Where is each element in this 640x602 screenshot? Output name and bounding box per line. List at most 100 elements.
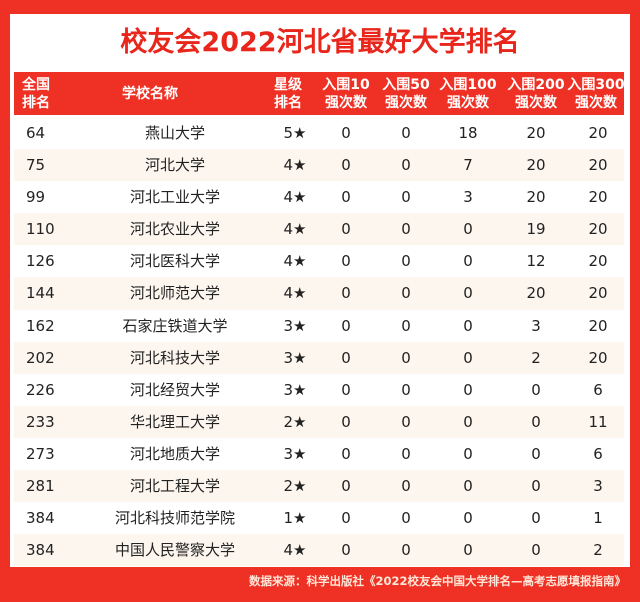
cell-t100: 0 xyxy=(463,380,473,399)
cell-t300: 20 xyxy=(588,348,608,367)
cell-t50: 0 xyxy=(401,477,411,496)
cell-t50: 0 xyxy=(401,380,411,399)
cell-name: 河北工业大学 xyxy=(129,188,220,207)
cell-t50: 0 xyxy=(401,316,411,335)
cell-t10: 0 xyxy=(341,156,351,175)
cell-name: 中国人民警察大学 xyxy=(114,541,235,560)
table-row: 64 燕山大学 5★ 0 0 18 20 20 xyxy=(14,117,624,149)
cell-t300: 20 xyxy=(588,188,608,207)
cell-t10: 0 xyxy=(341,541,351,560)
cell-stars: 3★ xyxy=(283,348,307,367)
cell-stars: 3★ xyxy=(283,316,307,335)
cell-t200: 20 xyxy=(526,188,546,207)
header-top300: 入围300 强次数 xyxy=(567,76,625,111)
header-top200: 入围200 强次数 xyxy=(507,76,565,111)
cell-t10: 0 xyxy=(341,444,351,463)
cell-t50: 0 xyxy=(401,284,411,303)
cell-stars: 1★ xyxy=(283,509,307,528)
cell-rank: 202 xyxy=(26,348,55,367)
cell-t200: 0 xyxy=(531,509,541,528)
table-row: 384 中国人民警察大学 4★ 0 0 0 0 2 xyxy=(14,534,624,567)
cell-t300: 6 xyxy=(593,380,603,399)
cell-t200: 0 xyxy=(531,477,541,496)
cell-rank: 384 xyxy=(26,509,55,528)
cell-stars: 4★ xyxy=(283,188,307,207)
cell-t200: 3 xyxy=(531,316,541,335)
cell-t200: 2 xyxy=(531,348,541,367)
cell-t300: 6 xyxy=(593,444,603,463)
cell-rank: 226 xyxy=(26,380,55,399)
table-row: 110 河北农业大学 4★ 0 0 0 19 20 xyxy=(14,213,624,246)
header-stars: 星级 排名 xyxy=(274,76,302,111)
cell-rank: 75 xyxy=(26,156,46,175)
cell-stars: 4★ xyxy=(283,541,307,560)
cell-rank: 64 xyxy=(26,124,46,142)
cell-t10: 0 xyxy=(341,252,351,271)
cell-stars: 4★ xyxy=(283,220,307,239)
cell-t300: 20 xyxy=(588,252,608,271)
cell-t50: 0 xyxy=(401,188,411,207)
cell-name: 河北师范大学 xyxy=(129,284,220,303)
cell-stars: 3★ xyxy=(283,380,307,399)
cell-t100: 0 xyxy=(463,284,473,303)
cell-t50: 0 xyxy=(401,444,411,463)
table-row: 281 河北工程大学 2★ 0 0 0 0 3 xyxy=(14,470,624,503)
cell-stars: 4★ xyxy=(283,156,307,175)
ranking-card: 校友会2022河北省最好大学排名 全国 排名 学校名称 星级 排名 入围10 强… xyxy=(10,14,630,567)
cell-t100: 0 xyxy=(463,348,473,367)
table-row: 226 河北经贸大学 3★ 0 0 0 0 6 xyxy=(14,374,624,406)
cell-t100: 0 xyxy=(463,541,473,560)
cell-t50: 0 xyxy=(401,509,411,528)
cell-t300: 20 xyxy=(588,220,608,239)
cell-t10: 0 xyxy=(341,412,351,431)
cell-name: 河北科技师范学院 xyxy=(114,509,235,528)
cell-t200: 12 xyxy=(526,252,546,271)
header-rank: 全国 排名 xyxy=(22,76,50,111)
header-name: 学校名称 xyxy=(122,85,178,102)
cell-t300: 20 xyxy=(588,316,608,335)
cell-rank: 233 xyxy=(26,412,55,431)
cell-t200: 0 xyxy=(531,541,541,560)
data-source: 数据来源：科学出版社《2022校友会中国大学排名—高考志愿填报指南》 xyxy=(248,574,626,588)
cell-t10: 0 xyxy=(341,124,351,142)
cell-t100: 7 xyxy=(463,156,473,175)
table-row: 233 华北理工大学 2★ 0 0 0 0 11 xyxy=(14,405,624,438)
cell-rank: 162 xyxy=(26,316,55,335)
cell-t100: 0 xyxy=(463,509,473,528)
cell-t10: 0 xyxy=(341,509,351,528)
cell-t300: 20 xyxy=(588,156,608,175)
cell-t50: 0 xyxy=(401,541,411,560)
cell-t300: 20 xyxy=(588,124,608,142)
cell-t300: 1 xyxy=(593,509,603,528)
cell-name: 河北大学 xyxy=(144,156,205,175)
cell-t100: 3 xyxy=(463,188,473,207)
cell-rank: 384 xyxy=(26,541,55,560)
table-row: 384 河北科技师范学院 1★ 0 0 0 0 1 xyxy=(14,502,624,534)
cell-stars: 5★ xyxy=(283,124,307,142)
cell-t100: 0 xyxy=(463,477,473,496)
cell-t100: 18 xyxy=(458,124,478,142)
cell-t200: 19 xyxy=(526,220,546,239)
cell-t200: 0 xyxy=(531,380,541,399)
cell-rank: 273 xyxy=(26,444,55,463)
cell-t10: 0 xyxy=(341,316,351,335)
cell-name: 河北地质大学 xyxy=(129,444,220,463)
cell-t300: 20 xyxy=(588,284,608,303)
table-row: 99 河北工业大学 4★ 0 0 3 20 20 xyxy=(14,181,624,213)
table-header: 全国 排名 学校名称 星级 排名 入围10 强次数 入围50 强次数 入围100… xyxy=(14,72,625,115)
cell-t200: 20 xyxy=(526,124,546,142)
cell-t10: 0 xyxy=(341,348,351,367)
cell-t100: 0 xyxy=(463,412,473,431)
cell-t100: 0 xyxy=(463,444,473,463)
cell-name: 河北农业大学 xyxy=(129,220,220,239)
cell-rank: 126 xyxy=(26,252,55,271)
cell-rank: 110 xyxy=(26,220,55,239)
table-row: 126 河北医科大学 4★ 0 0 0 12 20 xyxy=(14,245,624,277)
cell-t50: 0 xyxy=(401,412,411,431)
cell-t300: 3 xyxy=(593,477,603,496)
cell-t100: 0 xyxy=(463,252,473,271)
cell-t50: 0 xyxy=(401,348,411,367)
table-row: 202 河北科技大学 3★ 0 0 0 2 20 xyxy=(14,341,624,374)
cell-t50: 0 xyxy=(401,156,411,175)
page-title: 校友会2022河北省最好大学排名 xyxy=(120,27,520,58)
